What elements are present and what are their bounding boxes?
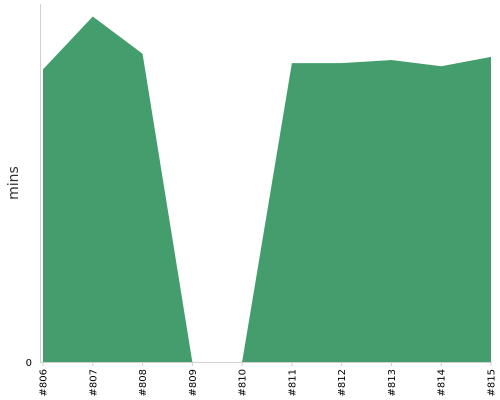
x-ticks: #806 #807 #808 #809 #810 #811 #812 #813 #814 #815 <box>39 362 498 396</box>
y-axis-label: mins <box>6 166 22 200</box>
x-tick-label: #813 <box>387 369 398 396</box>
x-tick-label: #810 <box>238 369 249 396</box>
x-tick-label: #809 <box>188 369 199 396</box>
x-tick-label: #815 <box>487 369 498 396</box>
x-tick-label: #808 <box>138 369 149 396</box>
y-ticks: 0 <box>26 358 32 369</box>
x-tick-label: #807 <box>88 369 99 396</box>
x-tick-label: #812 <box>337 369 348 396</box>
series-layer <box>43 16 491 362</box>
x-tick-label: #806 <box>39 369 50 396</box>
x-tick-label: #814 <box>437 369 448 396</box>
area-series-0-segment-0 <box>43 16 491 362</box>
y-tick-label: 0 <box>26 358 32 369</box>
x-tick-label: #811 <box>287 369 298 396</box>
